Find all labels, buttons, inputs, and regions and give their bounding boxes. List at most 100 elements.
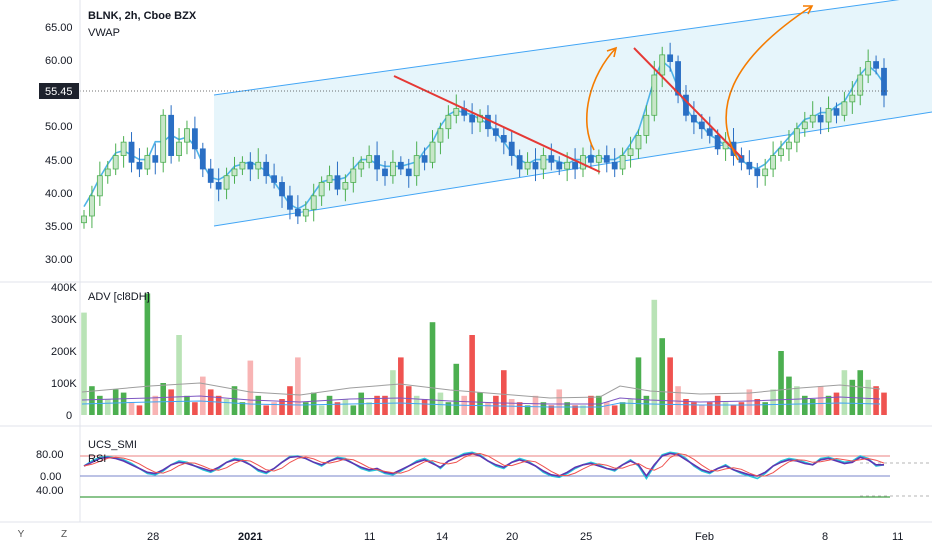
candle-body <box>144 155 151 170</box>
volume-bar <box>794 386 800 415</box>
candle-body <box>255 161 262 170</box>
candle-body <box>754 168 761 177</box>
candle-body <box>603 155 610 163</box>
volume-bar <box>833 392 840 415</box>
trendline-1[interactable] <box>393 75 601 173</box>
current-price-label: 55.45 <box>45 86 73 98</box>
candle-body <box>714 135 721 150</box>
candle-body <box>849 94 856 103</box>
volume-bar <box>279 399 285 415</box>
volume-bar <box>97 395 103 415</box>
time-label-feb: Feb <box>695 531 714 543</box>
candle-body <box>683 94 689 116</box>
price-axis[interactable]: 65.00 60.00 55.45 50.00 45.00 40.00 35.0… <box>39 22 79 266</box>
volume-bar <box>738 402 745 415</box>
z-axis-button[interactable]: Z <box>60 529 68 540</box>
volume-bar <box>691 402 697 415</box>
volume-bar <box>453 363 460 415</box>
volume-bar <box>295 357 301 415</box>
candle-body <box>778 148 784 156</box>
volume-bar <box>841 370 848 415</box>
candle-body <box>516 155 523 170</box>
volume-bar <box>611 405 618 415</box>
candle-body <box>588 155 594 163</box>
price-pane[interactable]: BLNK, 2h, Cboe BZX VWAP <box>80 0 932 229</box>
volume-bar <box>770 389 776 415</box>
volume-bar <box>437 392 444 415</box>
candle-body <box>611 161 618 170</box>
time-axis[interactable]: 28 2021 11 14 20 25 Feb 8 11 <box>147 531 903 543</box>
volume-bar <box>112 389 119 415</box>
volume-bar <box>469 335 475 415</box>
price-tick-60: 60.00 <box>45 55 73 67</box>
candle-body <box>413 155 420 177</box>
candle-body <box>445 114 452 130</box>
volume-bar <box>873 386 879 415</box>
candle-body <box>485 114 491 130</box>
volume-ma-line-3 <box>81 400 881 408</box>
oscillator-pane[interactable]: UCS_SMI RSI 80.00 0.00 40.00 <box>36 439 932 498</box>
candle-body <box>199 148 206 170</box>
vol-tick-300k: 300K <box>51 314 77 326</box>
volume-bar <box>501 370 507 415</box>
candle-body <box>627 148 634 156</box>
volume-bar <box>675 386 681 415</box>
candle-body <box>342 182 349 190</box>
volume-bar <box>168 389 174 415</box>
arrow-curve-2[interactable] <box>725 5 813 161</box>
candle-body <box>825 108 832 123</box>
candle-body <box>374 155 380 170</box>
candles-group <box>81 42 887 229</box>
price-tick-50: 50.00 <box>45 121 73 133</box>
volume-bars-group <box>81 293 887 415</box>
candle-body <box>833 108 840 116</box>
volume-bar <box>603 402 610 415</box>
volume-bar <box>754 399 761 415</box>
candle-body <box>873 61 879 69</box>
volume-bar <box>287 386 293 415</box>
volume-bar <box>176 335 182 415</box>
candle-body <box>96 175 103 197</box>
price-tick-45: 45.00 <box>45 155 73 167</box>
candle-body <box>793 128 800 143</box>
channel-upper-line[interactable] <box>213 0 932 96</box>
volume-pane[interactable]: ADV [cl8DH] 400K 300K 200K 100K 0 <box>51 282 887 422</box>
volume-bar <box>817 386 824 415</box>
volume-bar <box>318 405 325 415</box>
candle-body <box>809 114 816 123</box>
volume-bar <box>366 402 372 415</box>
candle-body <box>762 168 769 177</box>
time-label-11b: 11 <box>892 531 903 543</box>
candle-body <box>635 135 642 150</box>
volume-bar <box>81 312 87 415</box>
candle-body <box>841 101 848 116</box>
candle-body <box>112 155 119 170</box>
volume-bar <box>564 402 570 415</box>
volume-bar <box>746 389 753 415</box>
candle-body <box>390 161 396 177</box>
candle-body <box>881 67 887 96</box>
candle-body <box>492 128 499 136</box>
candle-body <box>239 161 246 170</box>
volume-bar <box>421 399 428 415</box>
volume-bar <box>104 399 111 415</box>
volume-bar <box>271 402 277 415</box>
candle-body <box>191 128 198 150</box>
time-label-28: 28 <box>147 531 159 543</box>
time-label-25: 25 <box>580 531 592 543</box>
volume-bar <box>801 395 808 415</box>
volume-bar <box>524 405 531 415</box>
volume-bar <box>762 402 768 415</box>
y-axis-button[interactable]: Y <box>17 529 25 540</box>
volume-bar <box>136 405 143 415</box>
candle-body <box>556 161 563 170</box>
arrow-curve-1[interactable] <box>586 47 617 151</box>
volume-bar <box>699 405 705 415</box>
vol-tick-400k: 400K <box>51 282 77 294</box>
candle-body <box>231 168 238 177</box>
trendline-2[interactable] <box>633 47 743 159</box>
volume-bar <box>144 293 151 415</box>
volume-bar <box>627 399 634 415</box>
candle-body <box>287 195 293 210</box>
